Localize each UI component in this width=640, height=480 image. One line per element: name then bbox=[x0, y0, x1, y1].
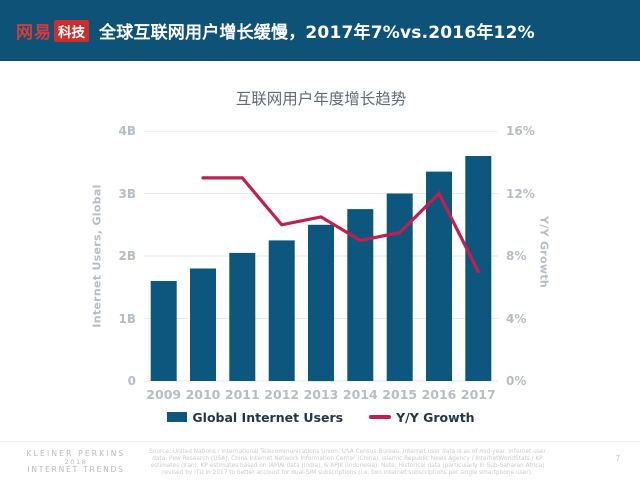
source-line: Source: United Nations / International T… bbox=[149, 449, 546, 455]
x-axis-label: 2016 bbox=[422, 387, 457, 402]
bar-2013[interactable] bbox=[308, 224, 334, 382]
x-axis-label: 2010 bbox=[186, 387, 221, 402]
y-axis-tick-label: 12% bbox=[506, 186, 535, 201]
logo-sub-badge: 科技 bbox=[54, 19, 89, 42]
right-axis-title: Y/Y Growth bbox=[537, 215, 551, 289]
kleiner-perkins-brand: KLEINER PERKINS 2018 INTERNET TRENDS bbox=[10, 450, 142, 474]
y-axis-tick-label: 16% bbox=[506, 124, 535, 138]
chart-legend: Global Internet Users Y/Y Growth bbox=[144, 407, 498, 427]
y-axis-tick-label: 3B bbox=[118, 186, 137, 201]
legend-label: Y/Y Growth bbox=[396, 409, 475, 425]
legend-item-line: Y/Y Growth bbox=[369, 409, 475, 425]
source-line: data: Pew Research (USA), China Internet… bbox=[152, 456, 543, 462]
y-axis-tick-label: 4% bbox=[506, 311, 527, 326]
growth-line[interactable] bbox=[201, 176, 480, 274]
footer: KLEINER PERKINS 2018 INTERNET TRENDS Sou… bbox=[0, 441, 640, 480]
netease-tech-logo[interactable]: 网易 科技 bbox=[16, 18, 89, 43]
y-axis-tick-label: 0 bbox=[127, 374, 136, 388]
brand-line: INTERNET TRENDS bbox=[27, 465, 125, 474]
header-bar: 网易 科技 全球互联网用户增长缓慢，2017年7%vs.2016年12% bbox=[0, 0, 640, 61]
x-axis-label: 2014 bbox=[343, 387, 378, 402]
bar-2016[interactable] bbox=[426, 171, 452, 381]
x-axis-label: 2017 bbox=[461, 387, 496, 402]
y-axis-tick-label: 4B bbox=[118, 124, 137, 138]
y-axis-tick-label: 0% bbox=[506, 374, 527, 388]
plot-svg: 2009 2010 2011 2012 2013 2014 2015 2016 2017 bbox=[144, 131, 498, 402]
bar-2012[interactable] bbox=[268, 240, 295, 381]
y-axis-tick-label: 8% bbox=[506, 249, 527, 263]
legend-item-bar: Global Internet Users bbox=[167, 410, 343, 425]
chart-title: 互联网用户年度增长趋势 bbox=[235, 90, 407, 108]
x-axis-label: 2009 bbox=[146, 387, 181, 402]
left-axis-ticks: 0 1B 2B 3B 4B bbox=[86, 124, 137, 388]
line-swatch-icon bbox=[369, 415, 392, 419]
bar-2010[interactable] bbox=[190, 268, 216, 382]
source-note: Source: United Nations / International T… bbox=[140, 449, 555, 477]
y-axis-tick-label: 2B bbox=[118, 249, 137, 263]
legend-label: Global Internet Users bbox=[192, 409, 344, 425]
right-axis-ticks: 0% 4% 8% 12% 16% bbox=[506, 124, 556, 388]
x-axis-label: 2013 bbox=[304, 387, 339, 402]
brand-line: 2018 bbox=[64, 458, 88, 466]
bar-2011[interactable] bbox=[229, 252, 256, 381]
logo-brand-text: 网易 bbox=[16, 23, 52, 43]
x-axis-label: 2012 bbox=[264, 387, 299, 402]
x-axis-label: 2011 bbox=[225, 387, 260, 402]
brand-line: KLEINER PERKINS bbox=[26, 449, 126, 458]
left-axis-title: Internet Users, Global bbox=[90, 184, 104, 328]
bar-2009[interactable] bbox=[150, 281, 177, 381]
source-line: revised by ITU in 2017 to better account… bbox=[162, 470, 533, 476]
page-title: 全球互联网用户增长缓慢，2017年7%vs.2016年12% bbox=[99, 23, 535, 43]
source-line: estimates (Iran), KP estimates based on … bbox=[150, 463, 545, 469]
y-axis-tick-label: 1B bbox=[118, 311, 137, 326]
x-axis-label: 2015 bbox=[382, 387, 417, 402]
bar-swatch-icon bbox=[167, 412, 188, 422]
page-number: 7 bbox=[615, 454, 621, 463]
